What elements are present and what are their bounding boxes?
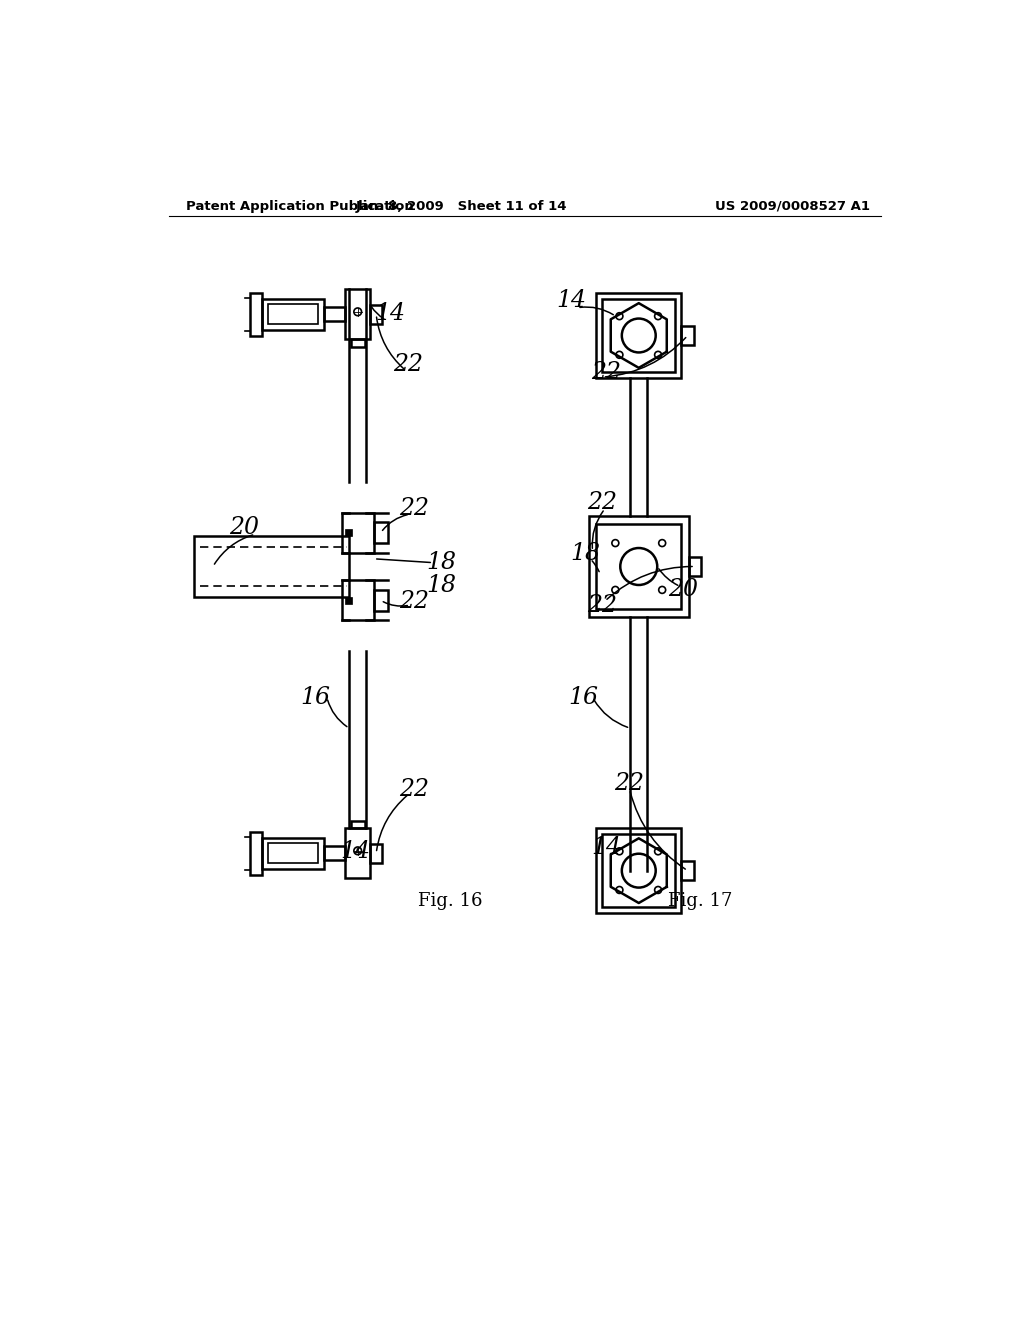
- Bar: [194, 536, 349, 597]
- Bar: [602, 834, 676, 907]
- Text: 22: 22: [587, 594, 616, 616]
- Bar: [351, 339, 365, 347]
- Bar: [267, 305, 318, 325]
- Bar: [250, 832, 262, 875]
- Text: Jan. 8, 2009   Sheet 11 of 14: Jan. 8, 2009 Sheet 11 of 14: [356, 199, 567, 213]
- Bar: [374, 521, 388, 544]
- Bar: [342, 581, 374, 620]
- Bar: [345, 529, 352, 536]
- Text: Fig. 17: Fig. 17: [669, 892, 732, 911]
- Text: Fig. 16: Fig. 16: [418, 892, 482, 911]
- Text: 18: 18: [570, 543, 600, 565]
- Text: 22: 22: [614, 772, 644, 795]
- Text: 22: 22: [399, 779, 429, 801]
- Bar: [345, 597, 352, 605]
- Text: 20: 20: [229, 516, 259, 540]
- Bar: [345, 829, 370, 878]
- Text: 14: 14: [556, 289, 586, 313]
- Bar: [351, 821, 365, 829]
- Bar: [250, 293, 262, 335]
- Text: Patent Application Publication: Patent Application Publication: [186, 199, 414, 213]
- Bar: [596, 828, 682, 913]
- Text: 14: 14: [592, 836, 622, 859]
- Bar: [267, 843, 318, 863]
- Bar: [324, 308, 345, 321]
- Bar: [262, 298, 324, 330]
- Bar: [602, 298, 676, 372]
- Text: 18: 18: [426, 574, 456, 597]
- Text: 22: 22: [399, 498, 429, 520]
- Text: 22: 22: [399, 590, 429, 612]
- Bar: [589, 516, 689, 616]
- Bar: [682, 861, 694, 880]
- Bar: [342, 512, 374, 553]
- Text: 22: 22: [393, 354, 423, 376]
- Bar: [370, 305, 382, 323]
- Bar: [596, 293, 682, 379]
- Bar: [682, 326, 694, 345]
- Text: 22: 22: [587, 491, 616, 513]
- Text: 16: 16: [300, 686, 331, 709]
- Bar: [596, 524, 681, 609]
- Text: 14: 14: [340, 840, 371, 863]
- Bar: [345, 289, 370, 339]
- Text: 16: 16: [568, 686, 598, 709]
- Bar: [262, 838, 324, 869]
- Bar: [689, 557, 701, 576]
- Text: 22: 22: [591, 360, 621, 384]
- Bar: [374, 590, 388, 611]
- Bar: [370, 843, 382, 862]
- Bar: [324, 846, 345, 861]
- Text: US 2009/0008527 A1: US 2009/0008527 A1: [715, 199, 870, 213]
- Text: 20: 20: [669, 578, 698, 601]
- Text: 14: 14: [376, 302, 406, 326]
- Text: 18: 18: [426, 552, 456, 574]
